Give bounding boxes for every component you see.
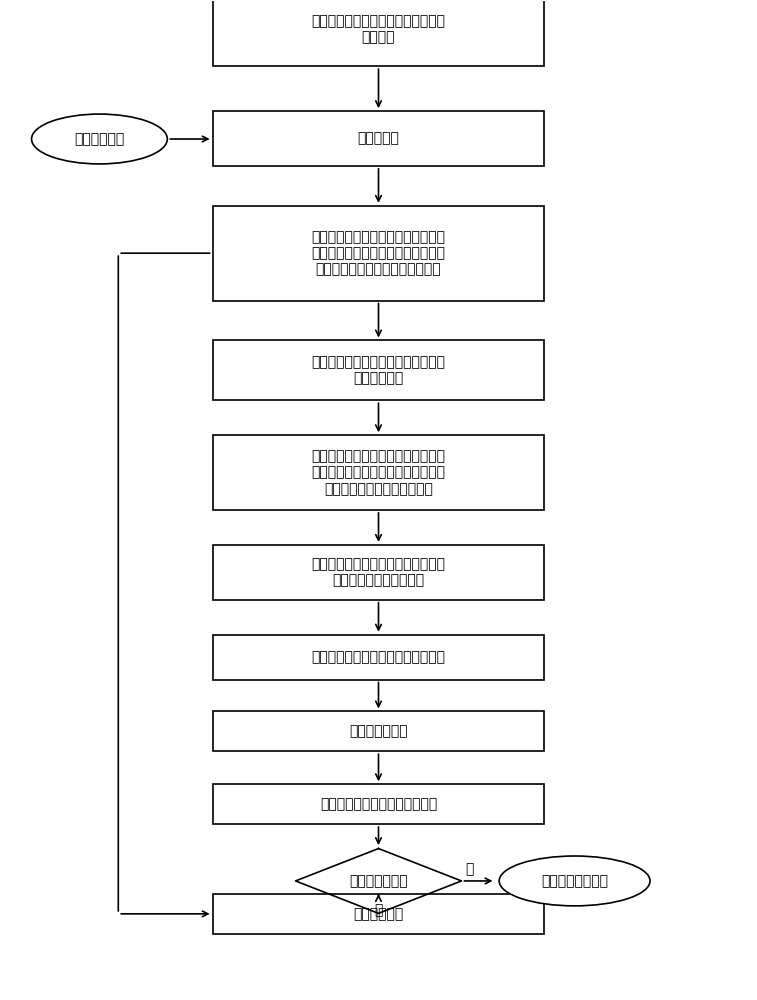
FancyBboxPatch shape [213, 545, 544, 600]
Text: 根据镜场的排布类型确定优化变量及
其上下界: 根据镜场的排布类型确定优化变量及 其上下界 [311, 14, 446, 44]
Text: 是: 是 [465, 862, 473, 876]
FancyBboxPatch shape [213, 111, 544, 166]
FancyBboxPatch shape [213, 206, 544, 301]
Polygon shape [295, 849, 462, 913]
Text: 计算镜场其他相关参数：定日镜的反
射向量与法向量、顶点坐标、中心和
顶点坐标在地面上的投影坐标: 计算镜场其他相关参数：定日镜的反 射向量与法向量、顶点坐标、中心和 顶点坐标在地… [311, 449, 446, 496]
FancyBboxPatch shape [213, 711, 544, 751]
FancyBboxPatch shape [213, 635, 544, 680]
Text: 建立太阳圆盘模型，生成非平行入射
光的单位向量: 建立太阳圆盘模型，生成非平行入射 光的单位向量 [311, 355, 446, 385]
Text: 计算土地覆盖率，得到优化目标的值: 计算土地覆盖率，得到优化目标的值 [311, 650, 446, 664]
Text: 构建新单纯形: 构建新单纯形 [354, 907, 403, 921]
Text: 单纯形顶点排序: 单纯形顶点排序 [349, 724, 408, 738]
FancyBboxPatch shape [213, 0, 544, 66]
Text: 单纯形优化：反射、膨胀、收缩: 单纯形优化：反射、膨胀、收缩 [320, 797, 437, 811]
FancyBboxPatch shape [213, 340, 544, 400]
Ellipse shape [32, 114, 167, 164]
Text: 满足终止条件？: 满足终止条件？ [349, 874, 408, 888]
FancyBboxPatch shape [213, 784, 544, 824]
FancyBboxPatch shape [213, 894, 544, 934]
Text: 初始化镜场：根据镜场类型和优化变
量的值，确定镜子数量，计算每一面
定日镜的中心坐标和吸热器的坐标: 初始化镜场：根据镜场类型和优化变 量的值，确定镜子数量，计算每一面 定日镜的中心… [311, 230, 446, 276]
Ellipse shape [499, 856, 650, 906]
Text: 完成镜场优化设计: 完成镜场优化设计 [541, 874, 608, 888]
Text: 确定投撒范围，利用蒙特卡洛光线追
述法计算镜场的光学效率: 确定投撒范围，利用蒙特卡洛光线追 述法计算镜场的光学效率 [311, 557, 446, 587]
Text: 否: 否 [374, 903, 383, 917]
Text: 初始化单纯形: 初始化单纯形 [74, 132, 125, 146]
Text: 单纯形构建: 单纯形构建 [357, 132, 400, 146]
FancyBboxPatch shape [213, 435, 544, 510]
